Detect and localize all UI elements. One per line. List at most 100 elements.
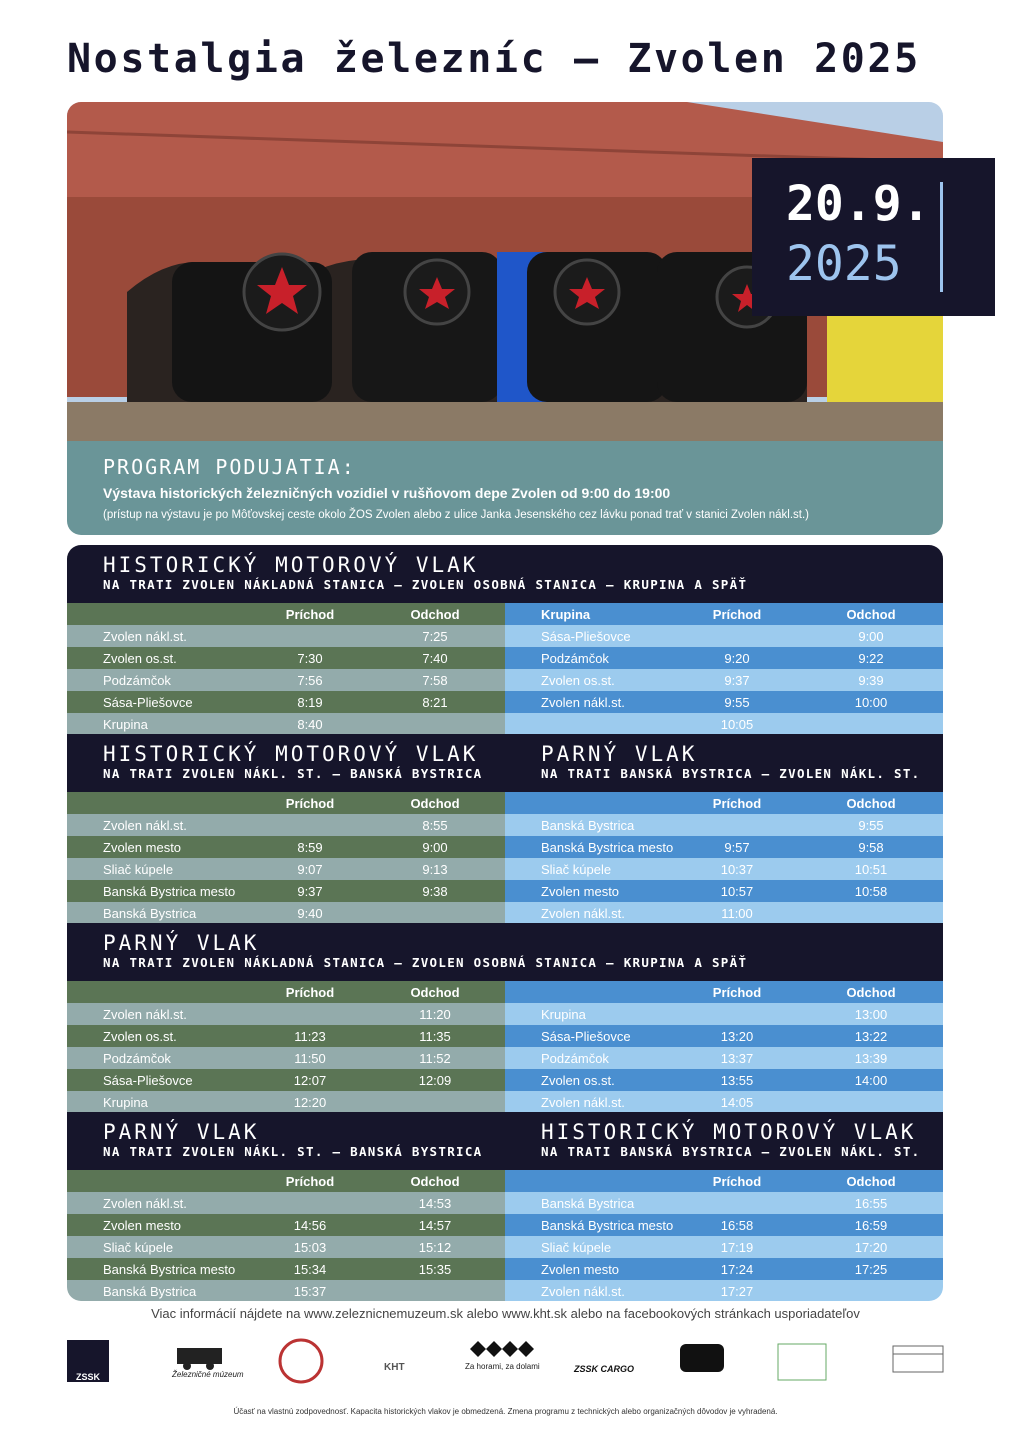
cell: 7:40: [422, 651, 448, 666]
date-year: 2025: [786, 236, 902, 292]
column-header: Odchod: [846, 985, 896, 1000]
cell: 14:56: [293, 1218, 327, 1233]
cell: Zvolen nákl.st.: [103, 629, 187, 644]
cell: Sása-Pliešovce: [541, 629, 631, 644]
column-header: Odchod: [410, 1174, 460, 1189]
header-row: [67, 792, 505, 814]
logo: Železničné múzeum: [172, 1370, 244, 1379]
column-header: Príchod: [285, 607, 335, 622]
row: [505, 814, 943, 836]
row: [67, 1236, 505, 1258]
cell: 7:25: [422, 629, 448, 644]
table-subtitle: NA TRATI BANSKÁ BYSTRICA – ZVOLEN NÁKL. …: [541, 1144, 921, 1159]
cell: 13:20: [720, 1029, 754, 1044]
column-header: Príchod: [712, 985, 762, 1000]
row: [67, 647, 505, 669]
row: [67, 858, 505, 880]
row: [67, 713, 505, 735]
timetables: HISTORICKÝ MOTOROVÝ VLAK NA TRATI ZVOLEN …: [67, 545, 943, 1301]
cell: 9:40: [297, 906, 323, 921]
logo-graphic: [470, 1341, 534, 1357]
table-title: PARNÝ VLAK: [103, 1120, 260, 1144]
cell: Sliač kúpele: [541, 1240, 612, 1255]
cell: Zvolen os.st.: [103, 651, 177, 666]
cell: Zvolen nákl.st.: [541, 1095, 625, 1110]
cell: Zvolen mesto: [103, 1218, 182, 1233]
row: [67, 1047, 505, 1069]
cell: Zvolen mesto: [541, 884, 620, 899]
cell: 9:58: [858, 840, 884, 855]
cell: 9:07: [297, 862, 323, 877]
row: [67, 836, 505, 858]
header-row: [67, 981, 505, 1003]
cell: 12:20: [293, 1095, 327, 1110]
title: Nostalgia železníc – Zvolen 2025: [67, 36, 921, 82]
date-box: 20.9. 2025: [752, 158, 995, 316]
column-header: Príchod: [712, 607, 762, 622]
cell: 10:51: [854, 862, 888, 877]
row: [505, 1236, 943, 1258]
cell: 15:34: [293, 1262, 327, 1277]
cell: 16:59: [854, 1218, 888, 1233]
logo-graphic: [892, 1345, 944, 1373]
column-header: Príchod: [285, 1174, 335, 1189]
cell: 9:55: [724, 695, 750, 710]
cell: 9:00: [422, 840, 448, 855]
row: [505, 836, 943, 858]
cell: 8:21: [422, 695, 448, 710]
table-title: HISTORICKÝ MOTOROVÝ VLAK: [541, 1120, 917, 1144]
cell: 12:07: [293, 1073, 327, 1088]
cell: Sása-Pliešovce: [103, 1073, 193, 1088]
row: [505, 1047, 943, 1069]
column-header: Odchod: [846, 1174, 896, 1189]
cell: Krupina: [103, 1095, 148, 1110]
row: [505, 880, 943, 902]
column-header: Príchod: [712, 796, 762, 811]
block-title: HISTORICKÝ MOTOROVÝ VLAK: [103, 553, 479, 577]
cell: 10:58: [854, 884, 888, 899]
cell: 7:30: [297, 651, 323, 666]
cell: 9:55: [858, 818, 884, 833]
divider: [940, 182, 943, 292]
row: [67, 1192, 505, 1214]
logo: KHT: [384, 1362, 405, 1373]
cell: 9:00: [858, 629, 884, 644]
cell: Zvolen nákl.st.: [541, 906, 625, 921]
logo-graphic: [177, 1348, 222, 1370]
locomotives: [172, 252, 807, 402]
column-header: Odchod: [410, 607, 460, 622]
cell: 10:57: [720, 884, 754, 899]
row: [505, 1091, 943, 1113]
column-header: Odchod: [846, 607, 896, 622]
column-header: Príchod: [285, 796, 335, 811]
row: [505, 1214, 943, 1236]
header-row: [505, 1170, 943, 1192]
row: [67, 669, 505, 691]
cell: 15:37: [293, 1284, 327, 1299]
cell: Krupina: [541, 1007, 586, 1022]
cell: Banská Bystrica mesto: [541, 1218, 674, 1233]
program-heading: PROGRAM PODUJATIA:: [103, 455, 356, 479]
block-header: [67, 923, 943, 981]
cell: 17:27: [720, 1284, 754, 1299]
cell: 14:05: [720, 1095, 754, 1110]
table-subtitle: NA TRATI BANSKÁ BYSTRICA – ZVOLEN NÁKL. …: [541, 766, 921, 781]
cell: Podzámčok: [103, 1051, 171, 1066]
cell: 10:37: [720, 862, 754, 877]
cell: Podzámčok: [541, 1051, 609, 1066]
row: [67, 1003, 505, 1025]
cell: 8:55: [422, 818, 448, 833]
block-title: PARNÝ VLAK: [103, 931, 260, 955]
cell: 9:37: [724, 673, 750, 688]
cell: 17:19: [720, 1240, 754, 1255]
cell: 9:39: [858, 673, 884, 688]
row: [505, 647, 943, 669]
row: [505, 713, 943, 735]
cell: Zvolen nákl.st.: [541, 1284, 625, 1299]
cell: 7:56: [297, 673, 323, 688]
cell: 8:19: [297, 695, 323, 710]
column-header: Príchod: [712, 1174, 762, 1189]
cell: Banská Bystrica mesto: [541, 840, 674, 855]
row: [67, 625, 505, 647]
